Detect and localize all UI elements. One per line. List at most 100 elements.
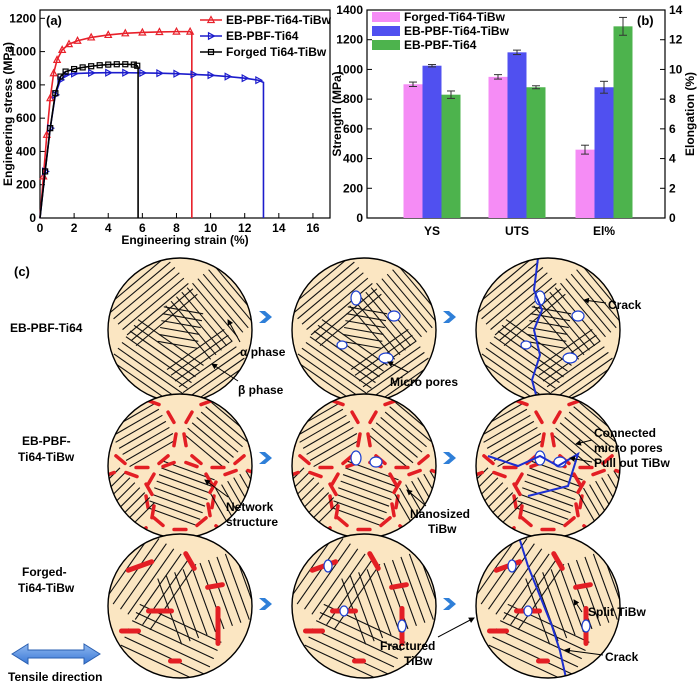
alpha-lath: [490, 426, 538, 455]
data-point: [88, 68, 96, 78]
data-point: [64, 39, 74, 48]
y-tick-label: 1200: [9, 11, 36, 25]
alpha-lath: [538, 300, 585, 356]
alpha-lath: [492, 636, 575, 676]
alpha-lath: [292, 472, 310, 512]
alpha-lath: [526, 333, 567, 342]
alpha-lath: [318, 553, 366, 620]
alpha-lath: [297, 266, 360, 320]
data-point: [88, 63, 95, 70]
y-tick-label: 400: [16, 144, 36, 158]
alpha-lath: [481, 353, 548, 401]
alpha-lath: [613, 470, 620, 518]
data-point: [49, 68, 58, 77]
legend-swatch: [372, 26, 400, 36]
panel-b-bars: [403, 16, 633, 219]
alpha-lath: [187, 427, 230, 464]
matrix: [476, 258, 620, 402]
tibw-network: [150, 504, 156, 520]
alpha-lath: [365, 291, 412, 347]
data-point: [42, 168, 49, 175]
tibw-network: [563, 516, 576, 528]
legend-label: Forged-Ti64-TiBw: [404, 10, 506, 24]
chevron-icon: [443, 311, 456, 323]
tibw-network: [330, 472, 340, 487]
tibw-network: [274, 504, 276, 516]
row-label-forged-2: Ti64-TiBw: [18, 581, 75, 595]
alpha-lath: [338, 487, 390, 507]
alpha-lath: [149, 500, 201, 520]
alpha-lath: [550, 569, 576, 636]
tibw-network: [336, 516, 349, 528]
tibw-network: [161, 460, 176, 469]
tibw-network: [572, 472, 582, 487]
alpha-lath: [186, 287, 233, 342]
data-point: [62, 68, 69, 75]
alpha-lath: [315, 288, 378, 341]
alpha-lath: [607, 473, 620, 522]
alpha-lath: [125, 336, 192, 384]
tibw-network: [298, 454, 311, 466]
alpha-lath: [366, 433, 409, 469]
data-point: [46, 93, 55, 102]
legend-label: EB-PBF-Ti64: [226, 29, 299, 43]
data-point: [57, 75, 66, 85]
data-point: [86, 32, 96, 41]
alpha-lath: [481, 266, 544, 320]
tibw-network: [520, 516, 533, 528]
y-tick-label: 600: [16, 111, 36, 125]
alpha-lath: [182, 351, 241, 393]
alpha-lath: [113, 266, 176, 320]
alpha-lath: [149, 563, 197, 631]
tibw-whisker: [215, 606, 221, 646]
crack-path: [530, 258, 544, 402]
lamellae: [165, 260, 252, 360]
alpha-lath: [129, 330, 196, 378]
alpha-lath: [493, 336, 560, 384]
tibw-whisker: [205, 582, 225, 590]
tibw-network: [452, 482, 458, 492]
tibw-network: [124, 470, 139, 479]
x-tick-label: 4: [105, 221, 112, 235]
data-point: [121, 28, 130, 37]
alpha-lath: [319, 611, 402, 652]
alpha-lath: [493, 433, 542, 461]
alpha-lath: [131, 288, 194, 341]
x-tick-label: 10: [204, 221, 218, 235]
progression-arrows: [259, 311, 456, 610]
microstructure-cell: [476, 534, 620, 678]
tensile-direction-arrow: Tensile direction: [8, 643, 102, 684]
data-point: [156, 69, 165, 78]
data-point: [130, 61, 137, 68]
alpha-lath: [170, 334, 229, 376]
bar: [594, 87, 614, 218]
label-crack-2: Crack: [605, 650, 639, 664]
tibw-network: [222, 398, 237, 407]
data-point: [96, 62, 103, 69]
alpha-lath: [400, 556, 426, 623]
y-tick-label-left: 200: [343, 181, 363, 195]
alpha-lath: [137, 319, 204, 366]
tibw-whisker: [487, 628, 509, 634]
alpha-lath: [207, 559, 233, 626]
tibw-network: [627, 526, 636, 534]
tibw-network: [540, 432, 546, 448]
alpha-lath: [161, 467, 213, 487]
microstructure-cell: [292, 258, 436, 402]
alpha-lath: [517, 500, 569, 520]
tibw-whisker: [125, 559, 155, 573]
alpha-lath: [575, 559, 601, 626]
tibw-rod: [352, 658, 366, 664]
panel-c-label: (c): [14, 264, 30, 279]
tibw-network: [388, 472, 398, 487]
panel-c-schematic: (c) EB-PBF-Ti64 EB-PBF- Ti64-TiBw Forged…: [8, 257, 670, 684]
tibw-network: [152, 516, 165, 528]
data-point: [71, 65, 78, 73]
y-tick-label-right: 8: [669, 92, 676, 106]
tibw-network: [368, 410, 378, 425]
alpha-lath: [489, 342, 556, 389]
tibw-network: [512, 494, 518, 510]
alpha-lath: [301, 272, 364, 325]
data-point: [47, 125, 54, 132]
label-network-2: structure: [226, 515, 278, 529]
